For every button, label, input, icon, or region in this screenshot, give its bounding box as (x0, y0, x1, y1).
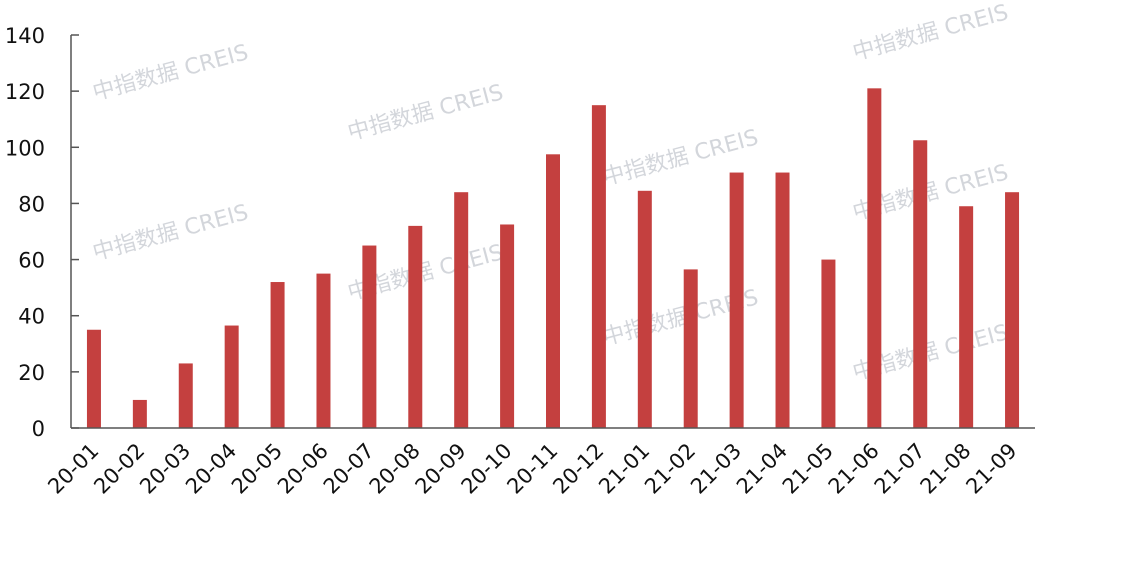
x-tick-label: 20-08 (365, 439, 425, 499)
x-tick-label: 21-05 (778, 439, 838, 499)
x-tick-label: 20-09 (411, 439, 471, 499)
x-tick-label: 20-01 (43, 439, 103, 499)
bar-21-09 (1005, 192, 1020, 428)
bar-20-03 (178, 363, 193, 428)
y-tick-label: 140 (5, 24, 45, 48)
bar-20-07 (362, 245, 377, 428)
bar-21-03 (729, 172, 744, 428)
y-tick-label: 120 (5, 80, 45, 104)
x-tick-label: 21-01 (594, 439, 654, 499)
bar-21-08 (959, 206, 974, 428)
bar-21-05 (821, 259, 836, 428)
watermark: 中指数据 CREIS (90, 200, 251, 266)
axes: 0 20 40 60 80 100 120 140 (5, 24, 1035, 441)
y-tick-label: 60 (18, 249, 45, 273)
bar-20-10 (500, 224, 515, 428)
x-tick-label: 20-02 (89, 439, 149, 499)
bar-21-04 (775, 172, 790, 428)
bar-20-05 (270, 282, 285, 428)
x-tick-label: 20-05 (227, 439, 287, 499)
x-tick-label: 21-04 (732, 439, 792, 499)
y-tick-label: 40 (18, 305, 45, 329)
x-tick-label: 20-06 (273, 439, 333, 499)
bar-21-01 (637, 190, 652, 428)
y-tick-label: 0 (32, 417, 45, 441)
bar-20-06 (316, 273, 331, 428)
bar-20-08 (408, 225, 423, 428)
x-tick-label: 21-02 (640, 439, 700, 499)
x-tick-label: 21-09 (961, 439, 1021, 499)
y-tick-label: 80 (18, 192, 45, 216)
x-tick-label: 21-06 (824, 439, 884, 499)
bar-21-02 (683, 269, 698, 428)
bar-20-01 (86, 329, 101, 428)
bar-20-09 (454, 192, 469, 428)
bar-21-06 (867, 88, 882, 428)
bar-20-02 (132, 399, 147, 428)
y-tick-label: 20 (18, 361, 45, 385)
watermark: 中指数据 CREIS (345, 80, 506, 146)
bar-20-12 (591, 105, 606, 428)
bar-20-11 (546, 154, 560, 428)
x-tick-label: 20-10 (457, 439, 517, 499)
watermark: 中指数据 CREIS (850, 0, 1011, 66)
x-tick-label: 20-03 (135, 439, 195, 499)
x-tick-label: 21-07 (870, 439, 930, 499)
x-tick-label: 21-03 (686, 439, 746, 499)
bar-21-07 (913, 140, 928, 428)
x-tick-label: 20-12 (548, 439, 608, 499)
x-tick-label: 20-07 (319, 439, 379, 499)
watermark: 中指数据 CREIS (90, 40, 251, 106)
x-tick-label: 20-04 (181, 439, 241, 499)
y-tick-label: 100 (5, 136, 45, 160)
x-tick-label: 21-08 (916, 439, 976, 499)
x-tick-label: 20-11 (502, 439, 562, 499)
bar-20-04 (224, 325, 239, 428)
bars: 20-0120-0220-0320-0420-0520-0620-0720-08… (43, 88, 1022, 499)
